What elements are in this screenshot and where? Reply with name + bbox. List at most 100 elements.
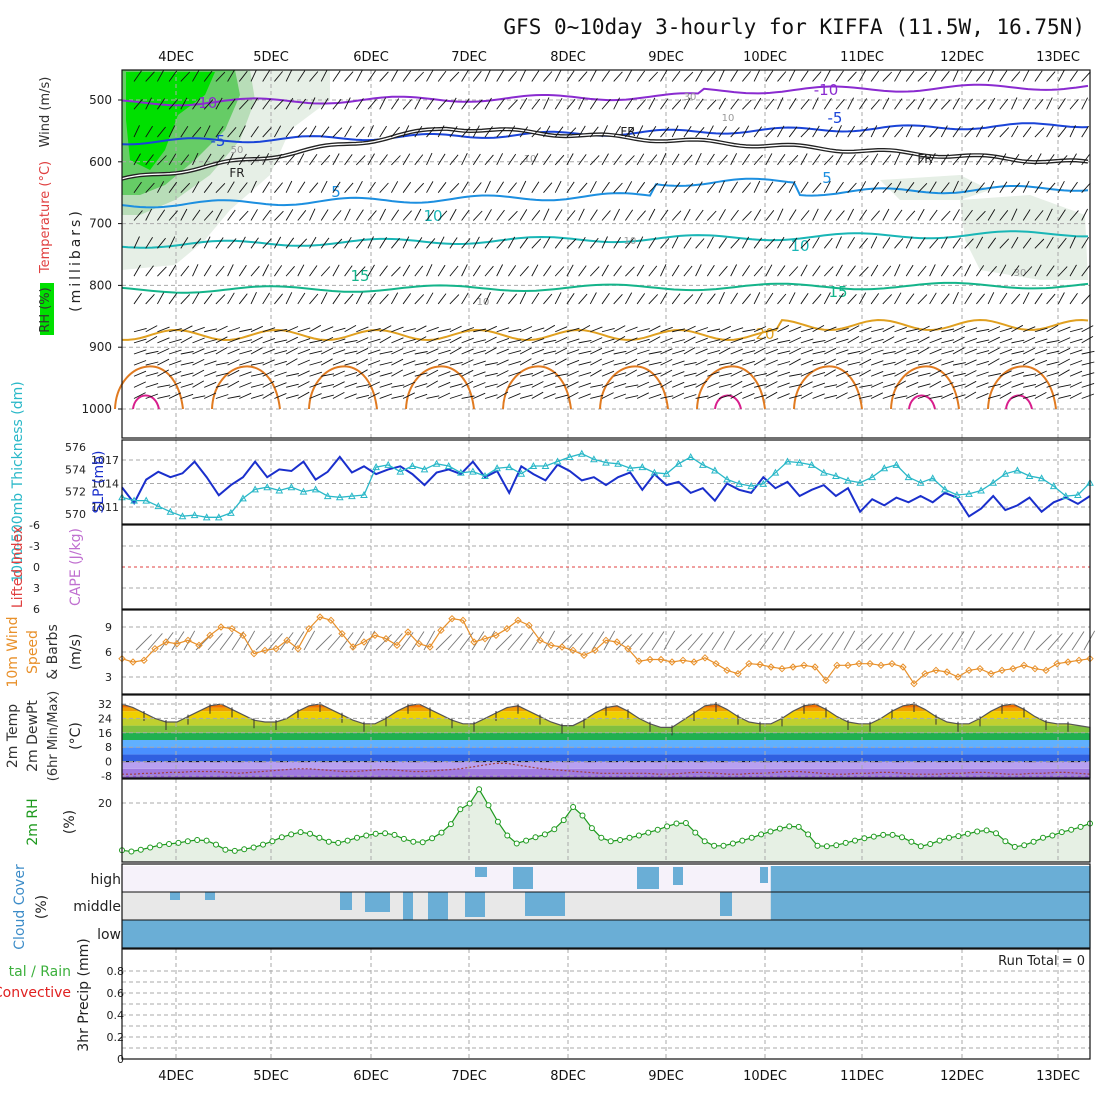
- wind-barb: [1046, 154, 1055, 166]
- wind-barb: [777, 393, 790, 399]
- wind-barb: [882, 71, 893, 82]
- wind-barb: [753, 237, 763, 249]
- wind-speed-marker: [382, 634, 390, 643]
- wind-barb: [859, 395, 873, 399]
- wind-barb: [168, 360, 182, 366]
- precip-axis-label: 3hr Precip (mm): [76, 938, 92, 1051]
- wind-barb-10m: [267, 633, 283, 651]
- wind-speed-marker: [789, 663, 797, 671]
- wind-barb: [859, 69, 867, 82]
- wind-speed-marker: [965, 666, 973, 675]
- wind-barb: [519, 209, 528, 221]
- wind-speed-marker: [701, 654, 709, 662]
- wind-barb: [859, 126, 868, 138]
- cloud-bar-high: [1084, 866, 1091, 892]
- wind-barb: [929, 348, 942, 355]
- wind-barb: [204, 349, 217, 355]
- wind-barb: [519, 383, 533, 388]
- wind-barb: [976, 328, 990, 333]
- thickness-marker: [759, 479, 768, 487]
- wind-barb: [742, 371, 755, 377]
- wind-barb: [285, 347, 298, 355]
- thickness-marker: [456, 468, 465, 476]
- thickness-marker: [783, 457, 792, 465]
- wind-barb: [1081, 336, 1094, 344]
- wind-barb: [555, 326, 568, 333]
- wind-barb: [449, 383, 463, 388]
- wind-barb: [882, 351, 896, 355]
- wind-barb: [262, 70, 270, 82]
- wind-barb: [695, 181, 703, 193]
- wind-barb: [554, 97, 563, 110]
- wind-barb: [578, 125, 586, 138]
- wind-barb: [519, 180, 527, 193]
- wind-barb: [531, 210, 541, 221]
- wind-barb: [987, 347, 1000, 355]
- wind-barb: [870, 381, 884, 388]
- wind-barb: [940, 264, 949, 277]
- wind-barb: [999, 181, 1008, 193]
- wind-barb-10m: [507, 633, 523, 651]
- cloud-bar-high: [870, 866, 876, 892]
- wind-speed-marker: [756, 660, 764, 669]
- thickness-marker: [154, 502, 163, 510]
- wind-barb-10m: [915, 634, 932, 651]
- wind-barb: [1081, 325, 1094, 333]
- wind-speed-marker: [910, 679, 918, 688]
- wind-barb: [718, 394, 732, 399]
- wind-speed-marker: [1042, 666, 1050, 675]
- wind-barb: [929, 327, 943, 333]
- wind-barb: [952, 69, 959, 82]
- wind-barb: [695, 327, 709, 333]
- cloud-bar-low: [588, 920, 601, 948]
- wind-barb: [379, 393, 393, 399]
- wind-barb: [227, 181, 235, 193]
- cloud-bar-low: [743, 920, 756, 948]
- wind-barb: [859, 181, 867, 193]
- wind-barb-10m: [639, 632, 654, 651]
- wind-barb: [344, 325, 357, 333]
- wind-barb-10m: [891, 631, 905, 651]
- wind-barb: [707, 360, 720, 366]
- wind-barb: [718, 383, 732, 388]
- rh2m-marker: [833, 842, 840, 849]
- wind-barb: [168, 293, 178, 305]
- thickness-marker: [674, 459, 683, 467]
- wind-barb: [824, 384, 838, 388]
- cloud-block: [465, 892, 485, 917]
- wind-barb: [554, 180, 562, 193]
- wind-speed-marker: [690, 658, 698, 666]
- thickness-marker: [227, 508, 235, 516]
- precip-tick-label: 0: [117, 1053, 124, 1066]
- wind-barb: [777, 382, 790, 388]
- wind-barb: [461, 380, 474, 388]
- wind-barb: [1011, 350, 1025, 355]
- rh2m-marker: [175, 839, 182, 846]
- wind-barb: [847, 71, 857, 82]
- wind-barb: [297, 238, 308, 249]
- wind-barb: [508, 392, 521, 399]
- wind-barb: [578, 361, 592, 366]
- wind-barb: [519, 154, 529, 166]
- wind-barb: [414, 125, 423, 138]
- wind-barb: [402, 70, 412, 82]
- wind-barb: [519, 126, 529, 138]
- wind-speed-marker: [833, 661, 841, 670]
- wind-barb: [1069, 153, 1077, 166]
- wind-barb: [870, 181, 880, 193]
- cloud-bar-high: [1042, 866, 1049, 892]
- wind-barb: [250, 180, 257, 193]
- thickness-marker: [795, 458, 804, 466]
- wind-barb: [589, 69, 597, 82]
- wind-barb: [145, 265, 154, 277]
- wind-barb: [484, 126, 493, 138]
- wind-barb: [355, 237, 365, 249]
- wind-barb: [777, 350, 791, 355]
- wind-barb: [707, 371, 720, 377]
- wind-barb: [999, 70, 1008, 82]
- wind-speed-marker: [470, 638, 478, 646]
- wind-barb: [683, 361, 697, 366]
- wind-barb: [859, 348, 872, 355]
- wind-barb: [332, 210, 342, 221]
- cloud-bar-low: [325, 920, 338, 948]
